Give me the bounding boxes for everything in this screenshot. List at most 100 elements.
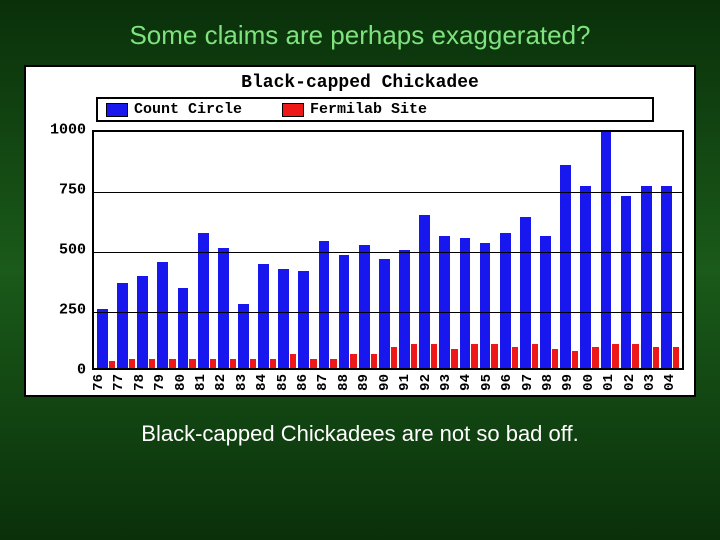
bar-group	[339, 132, 357, 368]
bar-group	[298, 132, 316, 368]
gridline	[94, 192, 682, 193]
bar-count-circle	[178, 288, 189, 368]
bar-group	[641, 132, 659, 368]
chart-title: Black-capped Chickadee	[36, 73, 684, 93]
bar-group	[218, 132, 236, 368]
bar-group	[419, 132, 437, 368]
bar-count-circle	[540, 236, 551, 368]
bar-fermilab-site	[532, 344, 538, 368]
bar-fermilab-site	[451, 349, 457, 368]
bar-group	[258, 132, 276, 368]
x-tick-label: 04	[663, 374, 683, 391]
bar-group	[540, 132, 558, 368]
bar-fermilab-site	[290, 354, 296, 368]
x-tick-label: 00	[582, 374, 602, 391]
bar-fermilab-site	[129, 359, 135, 368]
bar-group	[601, 132, 619, 368]
chart-container: Black-capped Chickadee Count CircleFermi…	[24, 65, 696, 397]
bar-fermilab-site	[653, 347, 659, 368]
x-tick-label: 90	[378, 374, 398, 391]
bar-fermilab-site	[491, 344, 497, 368]
bars-field	[94, 132, 682, 368]
slide-caption: Black-capped Chickadees are not so bad o…	[24, 421, 696, 447]
legend-label: Fermilab Site	[310, 101, 427, 118]
bar-count-circle	[258, 264, 269, 368]
bar-fermilab-site	[391, 347, 397, 368]
bar-count-circle	[399, 250, 410, 368]
gridline	[94, 312, 682, 313]
bar-group	[621, 132, 639, 368]
y-axis: 02505007501000	[36, 130, 92, 370]
bar-group	[97, 132, 115, 368]
bar-count-circle	[198, 233, 209, 368]
bar-count-circle	[218, 248, 229, 368]
bar-group	[178, 132, 196, 368]
bar-fermilab-site	[270, 359, 276, 368]
x-tick-label: 84	[255, 374, 275, 391]
plot-row: 02505007501000	[36, 130, 684, 370]
bar-count-circle	[379, 259, 390, 368]
y-tick-label: 750	[59, 182, 86, 199]
x-tick-label: 03	[643, 374, 663, 391]
x-tick-label: 83	[235, 374, 255, 391]
plot-area	[92, 130, 684, 370]
bar-count-circle	[439, 236, 450, 368]
slide-title: Some claims are perhaps exaggerated?	[24, 20, 696, 51]
bar-fermilab-site	[250, 359, 256, 368]
legend-item: Fermilab Site	[282, 101, 427, 118]
bar-group	[661, 132, 679, 368]
bar-fermilab-site	[411, 344, 417, 368]
bar-group	[157, 132, 175, 368]
bar-group	[238, 132, 256, 368]
x-tick-label: 76	[92, 374, 112, 391]
bar-count-circle	[157, 262, 168, 368]
x-tick-label: 92	[419, 374, 439, 391]
x-tick-label: 78	[133, 374, 153, 391]
x-tick-label: 96	[500, 374, 520, 391]
x-tick-label: 99	[561, 374, 581, 391]
x-tick-label: 98	[541, 374, 561, 391]
x-tick-label: 91	[398, 374, 418, 391]
y-tick-label: 0	[77, 362, 86, 379]
bar-group	[359, 132, 377, 368]
legend-swatch	[282, 103, 304, 117]
bar-fermilab-site	[673, 347, 679, 368]
x-tick-label: 82	[214, 374, 234, 391]
bar-group	[278, 132, 296, 368]
x-tick-label: 97	[521, 374, 541, 391]
bar-group	[319, 132, 337, 368]
bar-group	[520, 132, 538, 368]
bar-count-circle	[298, 271, 309, 368]
bar-group	[137, 132, 155, 368]
legend-swatch	[106, 103, 128, 117]
bar-count-circle	[621, 196, 632, 368]
bar-count-circle	[641, 186, 652, 368]
x-tick-label: 93	[439, 374, 459, 391]
bar-fermilab-site	[350, 354, 356, 368]
x-tick-label: 02	[623, 374, 643, 391]
y-tick-label: 1000	[50, 122, 86, 139]
bar-count-circle	[419, 215, 430, 368]
bar-count-circle	[480, 243, 491, 368]
bar-fermilab-site	[210, 359, 216, 368]
x-tick-label: 77	[112, 374, 132, 391]
bar-count-circle	[137, 276, 148, 368]
bar-fermilab-site	[189, 359, 195, 368]
x-tick-label: 95	[480, 374, 500, 391]
x-axis-labels: 7677787980818283848586878889909192939495…	[92, 374, 684, 391]
x-tick-label: 79	[153, 374, 173, 391]
bar-group	[439, 132, 457, 368]
bar-fermilab-site	[552, 349, 558, 368]
x-tick-label: 87	[316, 374, 336, 391]
bar-count-circle	[500, 233, 511, 368]
bar-fermilab-site	[592, 347, 598, 368]
bar-group	[480, 132, 498, 368]
y-tick-label: 500	[59, 242, 86, 259]
bar-count-circle	[661, 186, 672, 368]
x-tick-label: 85	[276, 374, 296, 391]
bar-fermilab-site	[471, 344, 477, 368]
bar-count-circle	[319, 241, 330, 368]
x-tick-label: 80	[174, 374, 194, 391]
bar-fermilab-site	[512, 347, 518, 368]
bar-fermilab-site	[310, 359, 316, 368]
